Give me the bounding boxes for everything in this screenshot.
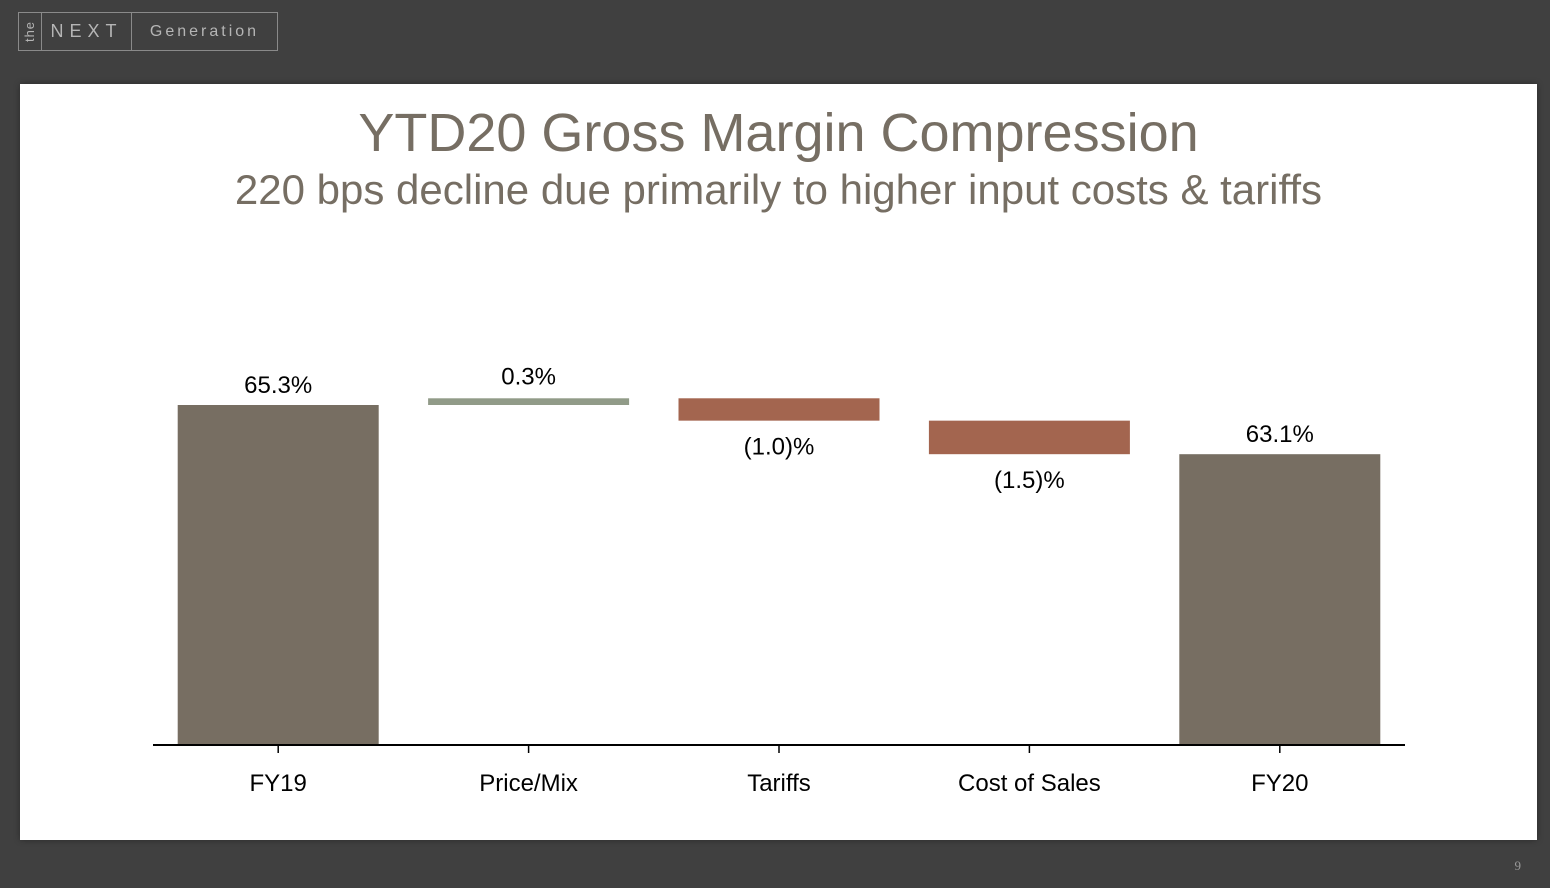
bar-1 [428,398,630,405]
logo-generation: Generation [149,22,260,40]
brand-logo: the NEXT Generation [18,12,278,51]
x-tick-label-0: FY19 [250,770,307,797]
x-tick-label-1: Price/Mix [479,770,578,797]
x-tick-label-3: Cost of Sales [958,770,1101,797]
waterfall-chart: 65.3% FY19 0.3% Price/Mix (1.0)% Tariffs (1.5)… [153,363,1405,797]
page-number: 9 [1514,858,1522,873]
slide-title: YTD20 Gross Margin Compression [358,103,1199,163]
data-label-4: 63.1% [1246,421,1314,448]
bar-0 [177,405,379,745]
data-label-0: 65.3% [244,372,312,399]
slide-subtitle: 220 bps decline due primarily to higher … [234,166,1323,213]
data-label-1: 0.3% [501,363,556,390]
x-tick-label-2: Tariffs [747,770,811,797]
bar-3 [928,420,1130,455]
slide: YTD20 Gross Margin Compression 220 bps d… [20,84,1537,840]
bar-4 [1179,454,1381,745]
data-label-3: (1.5)% [994,467,1065,494]
x-tick-label-4: FY20 [1251,770,1308,797]
bar-2 [678,398,880,421]
data-label-2: (1.0)% [744,434,815,461]
logo-next: NEXT [42,13,132,50]
logo-the: the [19,13,42,50]
